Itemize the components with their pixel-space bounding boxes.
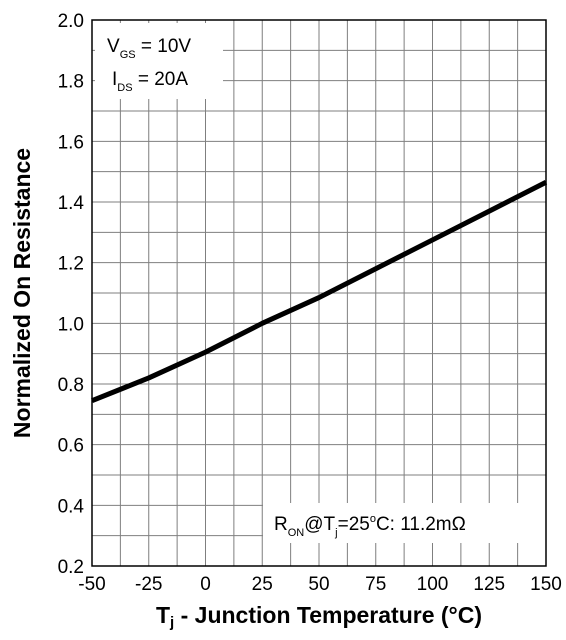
y-tick-label: 0.2 xyxy=(58,557,84,578)
x-tick-label: -25 xyxy=(135,574,162,595)
x-axis-title: Tj - Junction Temperature (°C) xyxy=(156,602,482,631)
x-tick-label: 75 xyxy=(365,574,386,595)
series-line xyxy=(91,180,548,404)
y-tick-label: 0.4 xyxy=(58,496,85,517)
y-tick-label: 1.8 xyxy=(58,72,84,93)
annotation-vgs: VGS = 10V xyxy=(107,36,191,61)
x-tick-label: 100 xyxy=(417,574,449,595)
legend-box-conditions xyxy=(95,23,223,99)
y-tick-label: 1.6 xyxy=(58,132,84,153)
y-tick-label: 1.2 xyxy=(58,254,84,275)
annotation-ids: IDS = 20A xyxy=(112,69,188,94)
x-tick-label: 25 xyxy=(252,574,273,595)
annotation-ron: RON@Tj=25oC: 11.2mΩ xyxy=(274,513,466,539)
y-tick-label: 0.8 xyxy=(58,375,84,396)
y-tick-label: 0.6 xyxy=(58,436,84,457)
series-layer xyxy=(91,180,548,404)
y-tick-label: 1.4 xyxy=(58,193,85,214)
grid xyxy=(92,20,546,566)
x-tick-label: -50 xyxy=(78,574,105,595)
x-tick-label: 50 xyxy=(308,574,329,595)
x-tick-label: 150 xyxy=(530,574,562,595)
tick-labels: -50 -25 0 25 50 75 100 125 150 0.2 0.4 0.6 0.8 1.0 1.2… xyxy=(58,11,562,595)
x-tick-label: 125 xyxy=(473,574,505,595)
plot-frame xyxy=(91,19,547,567)
y-tick-label: 2.0 xyxy=(58,11,84,32)
legend-box-ron xyxy=(263,503,546,543)
x-tick-label: 0 xyxy=(200,574,211,595)
y-axis-title: Normalized On Resistance xyxy=(9,148,35,438)
y-tick-label: 1.0 xyxy=(58,314,84,335)
